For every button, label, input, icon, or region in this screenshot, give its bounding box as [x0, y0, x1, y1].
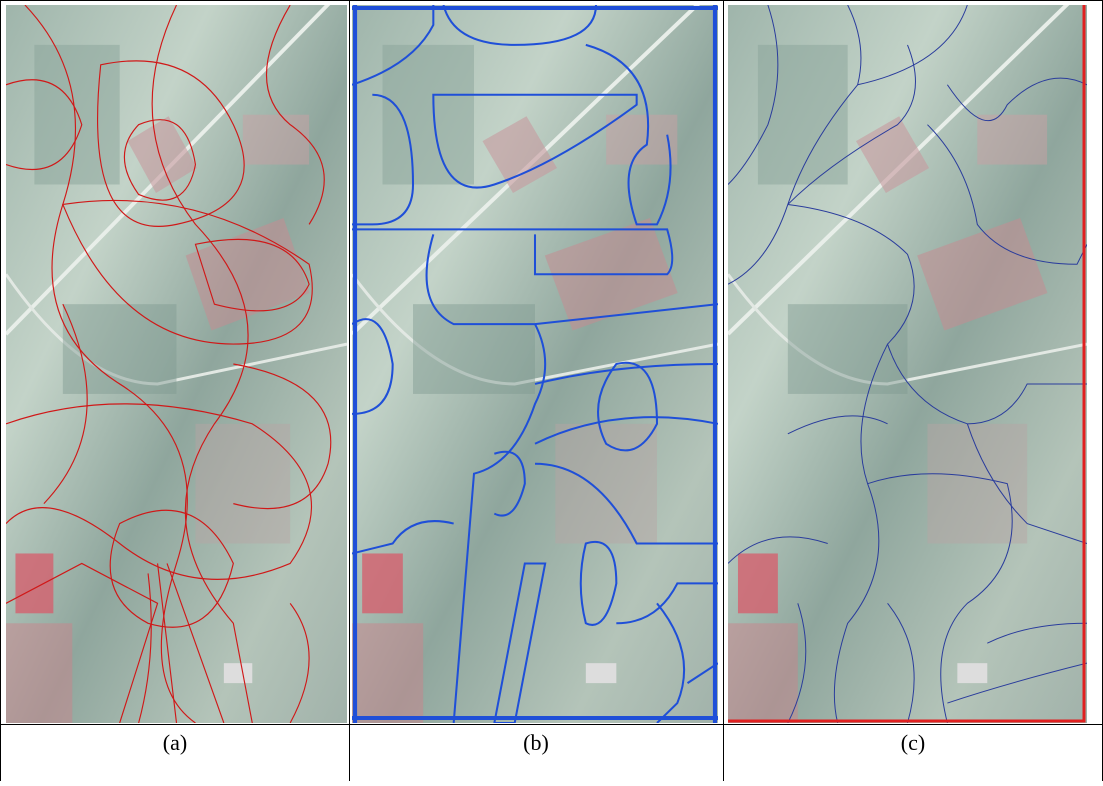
panel-b-image — [352, 0, 718, 723]
panel-caption: (c) — [901, 730, 925, 755]
panel-caption: (b) — [523, 730, 549, 755]
panel-c-image — [728, 0, 1087, 723]
figure: (a) (b) (c) — [0, 0, 1103, 781]
panel-caption: (a) — [163, 730, 187, 755]
panel-a-image — [6, 0, 347, 723]
page: (a) (b) (c) (() => { const data = JSON.p… — [0, 0, 1103, 781]
